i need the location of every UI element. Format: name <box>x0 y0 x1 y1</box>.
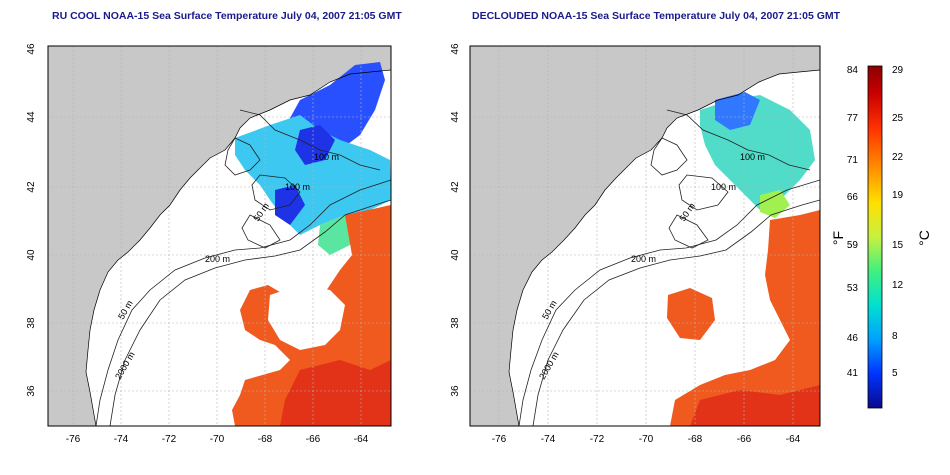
c-tick-25: 25 <box>892 113 904 124</box>
contour-label-100m-upper: 100 m <box>740 152 765 162</box>
f-tick-41: 41 <box>847 368 859 379</box>
land-mass <box>48 46 391 426</box>
fahrenheit-scale: 84 77 71 66 59 53 46 41 <box>847 65 859 379</box>
warm-water-region <box>670 210 820 426</box>
f-tick-66: 66 <box>847 192 859 203</box>
coastline <box>508 69 820 426</box>
c-tick-29: 29 <box>892 65 904 76</box>
f-tick-84: 84 <box>847 65 859 76</box>
f-tick-59: 59 <box>847 240 859 251</box>
right-map-panel: 100 m 100 m 50 m 200 m 50 m 2000 m <box>470 46 820 426</box>
lon-tick-72: -72 <box>162 434 177 445</box>
f-tick-71: 71 <box>847 155 859 166</box>
lon-tick-76: -76 <box>492 434 507 445</box>
lat-tick-46: 46 <box>26 43 37 55</box>
lat-tick-44: 44 <box>26 111 37 123</box>
contour-label-100m-lower: 100 m <box>285 182 310 192</box>
lon-tick-70: -70 <box>210 434 225 445</box>
land-mass <box>470 46 820 426</box>
lon-tick-68: -68 <box>688 434 703 445</box>
left-map-title: RU COOL NOAA-15 Sea Surface Temperature … <box>52 10 402 22</box>
celsius-scale: 29 25 22 19 15 12 8 5 <box>892 65 904 379</box>
celsius-unit-label: °C <box>916 230 932 246</box>
lon-tick-68: -68 <box>258 434 273 445</box>
lon-tick-66: -66 <box>737 434 752 445</box>
contour-label-100m-lower: 100 m <box>711 182 736 192</box>
fahrenheit-unit-label: °F <box>830 231 846 245</box>
left-x-axis: -76 -74 -72 -70 -68 -66 -64 <box>66 434 369 445</box>
lon-tick-70: -70 <box>639 434 654 445</box>
graticule <box>48 46 391 426</box>
c-tick-8: 8 <box>892 331 898 342</box>
hot-water-region <box>690 385 820 426</box>
lat-tick-40: 40 <box>450 249 461 261</box>
lat-tick-36: 36 <box>26 385 37 397</box>
hot-water-region <box>280 360 391 426</box>
temperature-colorbar: 84 77 71 66 59 53 46 41 29 25 22 19 15 1… <box>830 65 932 409</box>
right-x-axis: -76 -74 -72 -70 -68 -66 -64 <box>492 434 801 445</box>
lat-tick-36: 36 <box>450 385 461 397</box>
cloud-mask <box>268 285 345 350</box>
left-map-panel: 100 m 100 m 50 m 200 m 50 m 2000 m <box>48 46 391 426</box>
lon-tick-72: -72 <box>590 434 605 445</box>
left-map-frame <box>47 45 392 427</box>
lat-tick-44: 44 <box>450 111 461 123</box>
lon-tick-76: -76 <box>66 434 81 445</box>
c-tick-5: 5 <box>892 368 898 379</box>
lat-tick-40: 40 <box>26 249 37 261</box>
lon-tick-66: -66 <box>306 434 321 445</box>
c-tick-19: 19 <box>892 190 904 201</box>
cold-patches <box>715 92 760 130</box>
lon-tick-64: -64 <box>786 434 801 445</box>
bathymetry-contours <box>518 109 820 426</box>
graticule <box>470 46 820 426</box>
right-map-title: DECLOUDED NOAA-15 Sea Surface Temperatur… <box>472 10 841 22</box>
lon-tick-74: -74 <box>114 434 129 445</box>
lat-tick-38: 38 <box>450 317 461 329</box>
f-tick-53: 53 <box>847 283 859 294</box>
right-map-frame <box>469 45 821 427</box>
contour-label-200m: 200 m <box>631 254 656 264</box>
left-y-axis: 36 38 40 42 44 46 <box>26 43 37 397</box>
c-tick-22: 22 <box>892 152 904 163</box>
lon-tick-74: -74 <box>541 434 556 445</box>
bathymetry-contours <box>95 109 391 426</box>
c-tick-15: 15 <box>892 240 904 251</box>
warm-patch-west <box>667 288 715 340</box>
c-tick-12: 12 <box>892 280 904 291</box>
contour-label-200m: 200 m <box>205 254 230 264</box>
f-tick-46: 46 <box>847 333 859 344</box>
coastline <box>85 69 391 426</box>
lat-tick-38: 38 <box>26 317 37 329</box>
lat-tick-42: 42 <box>450 181 461 193</box>
colorbar-gradient <box>867 65 883 409</box>
right-y-axis: 36 38 40 42 44 46 <box>450 43 461 397</box>
contour-label-100m-upper: 100 m <box>314 152 339 162</box>
lat-tick-42: 42 <box>26 181 37 193</box>
f-tick-77: 77 <box>847 113 859 124</box>
lat-tick-46: 46 <box>450 43 461 55</box>
lon-tick-64: -64 <box>354 434 369 445</box>
